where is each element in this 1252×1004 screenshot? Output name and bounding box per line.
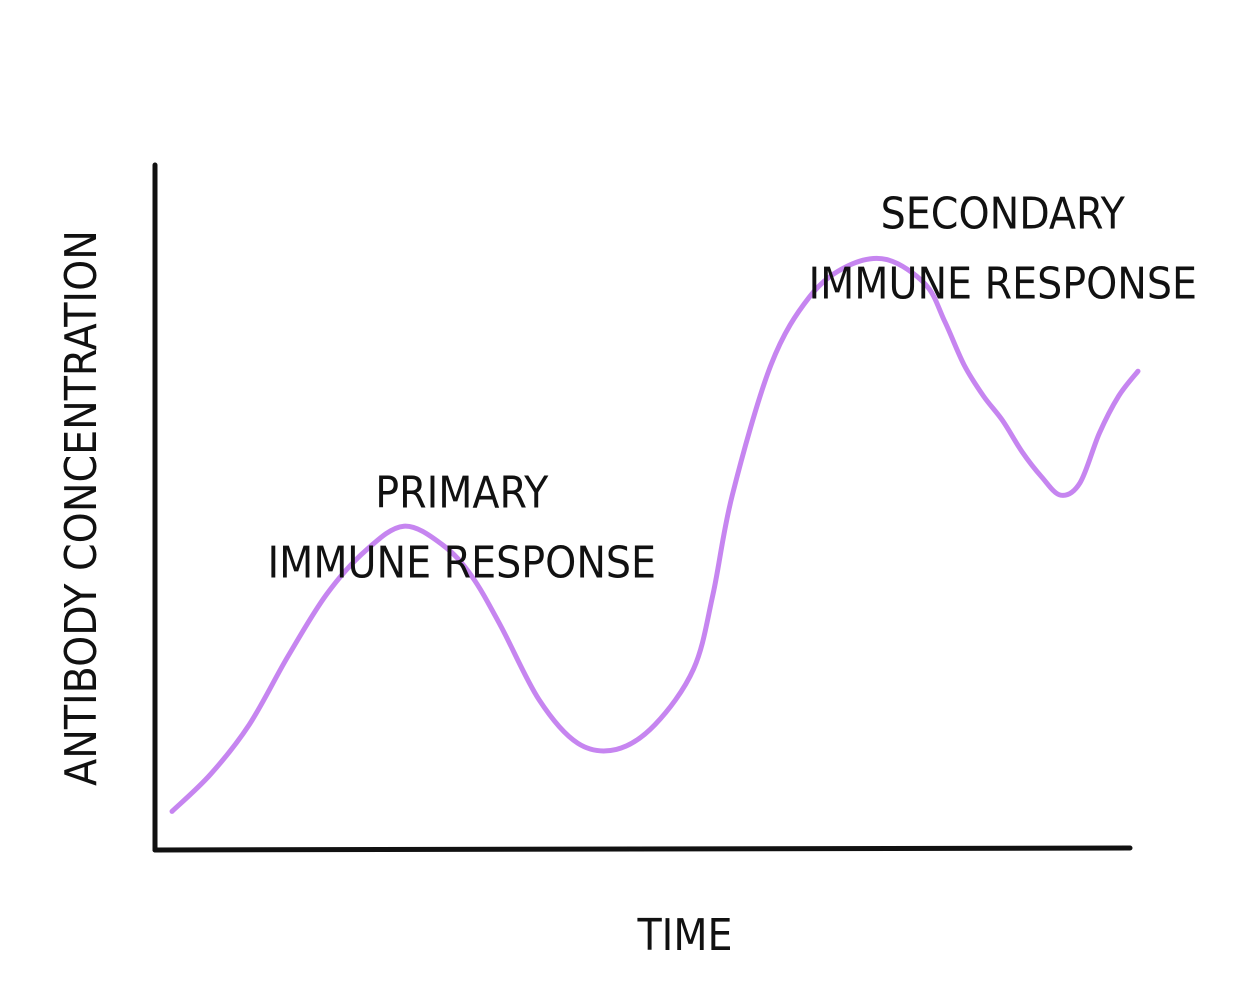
annotation-0: PRIMARY IMMUNE RESPONSE bbox=[268, 468, 657, 589]
x-axis-line bbox=[152, 845, 1133, 853]
axes bbox=[152, 162, 1133, 853]
annotation-line: SECONDARY bbox=[881, 189, 1126, 240]
antibody-curve bbox=[169, 255, 1141, 814]
annotation-line: PRIMARY bbox=[375, 468, 549, 519]
annotation-line: IMMUNE RESPONSE bbox=[268, 538, 657, 589]
annotation-line: IMMUNE RESPONSE bbox=[808, 259, 1197, 310]
y-axis-label: ANTIBODY CONCENTRATION bbox=[56, 230, 107, 786]
axis-labels: TIME ANTIBODY CONCENTRATION bbox=[56, 230, 733, 961]
annotations: PRIMARY IMMUNE RESPONSE SECONDARY IMMUNE RE… bbox=[268, 189, 1198, 589]
data-series bbox=[169, 255, 1141, 814]
x-axis-label: TIME bbox=[636, 910, 732, 961]
annotation-1: SECONDARY IMMUNE RESPONSE bbox=[808, 189, 1197, 310]
